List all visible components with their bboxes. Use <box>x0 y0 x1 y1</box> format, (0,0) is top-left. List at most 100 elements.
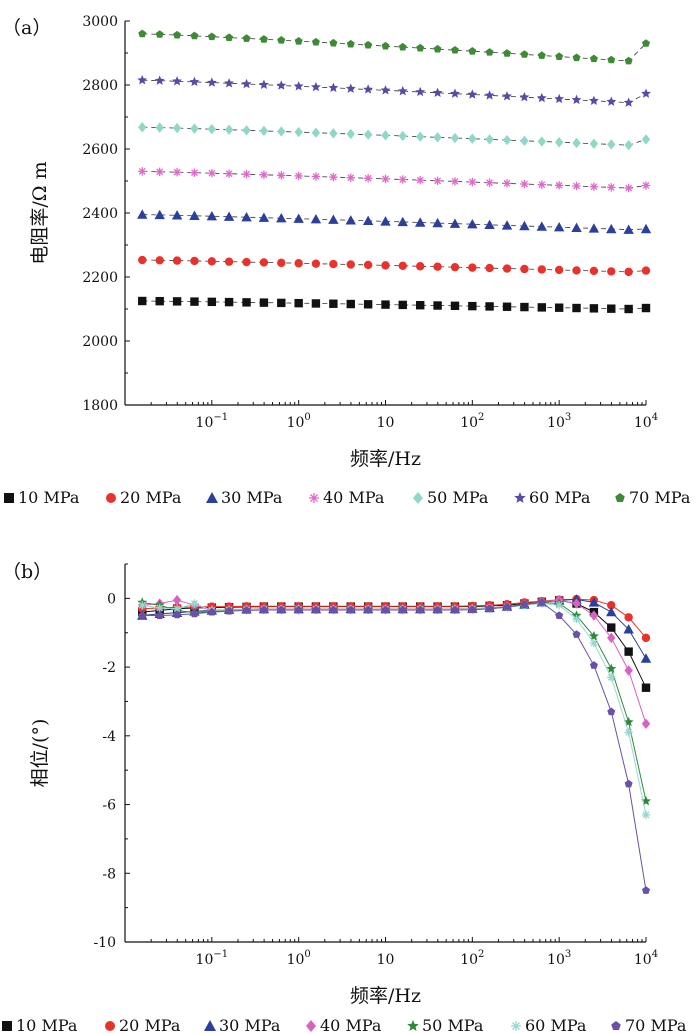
data-point <box>329 38 338 47</box>
data-point <box>606 96 617 106</box>
data-point <box>624 779 633 788</box>
data-point <box>190 599 199 608</box>
data-point <box>416 43 425 52</box>
data-point <box>155 611 164 619</box>
data-point <box>485 178 494 187</box>
data-point <box>381 41 390 50</box>
legend-marker <box>4 493 14 503</box>
data-point <box>607 623 616 632</box>
data-point <box>172 76 183 86</box>
data-point <box>398 605 407 614</box>
data-point <box>346 299 355 309</box>
data-point <box>606 223 617 234</box>
series-50-MPa <box>137 597 651 806</box>
series-line <box>142 300 647 310</box>
data-point <box>154 75 165 85</box>
data-point <box>520 135 529 147</box>
data-point <box>190 123 199 134</box>
legend-item: 20 MPa <box>106 488 182 507</box>
y-tick-label: 2200 <box>82 270 118 286</box>
asterisk-stroke <box>312 173 320 180</box>
series-line <box>142 599 647 724</box>
data-point <box>432 87 443 98</box>
data-point <box>554 601 564 610</box>
data-point <box>311 605 320 614</box>
data-point <box>641 633 651 643</box>
data-point <box>572 266 581 275</box>
y-tick-label: -10 <box>93 935 116 951</box>
x-tick-label: 104 <box>634 412 658 431</box>
x-axis-label-b: 频率/Hz <box>350 985 421 1007</box>
data-point <box>450 262 460 272</box>
x-tick-label: 10−1 <box>196 949 229 968</box>
data-point <box>572 598 581 609</box>
data-point <box>155 122 164 133</box>
data-point <box>329 172 338 182</box>
data-point <box>468 133 477 144</box>
data-point <box>138 167 147 176</box>
data-point <box>572 181 581 191</box>
data-point <box>171 210 183 220</box>
series-20-MPa <box>138 255 651 277</box>
asterisk-stroke <box>607 183 615 191</box>
asterisk-stroke <box>191 169 198 177</box>
data-point <box>485 604 494 613</box>
data-point <box>137 209 148 219</box>
series-40-MPa <box>138 167 651 193</box>
data-point <box>503 602 512 611</box>
data-point <box>607 673 616 682</box>
data-point <box>173 610 182 619</box>
data-point <box>606 663 617 674</box>
data-point <box>189 76 200 87</box>
asterisk-stroke <box>607 673 615 681</box>
legend-item: 10 MPa <box>4 488 80 507</box>
data-point <box>468 301 477 311</box>
x-tick-label: 103 <box>547 412 571 431</box>
data-point <box>467 219 478 229</box>
data-point <box>450 605 459 614</box>
legend-item: 40 MPa <box>309 488 385 507</box>
data-point <box>484 90 495 100</box>
data-point <box>588 597 600 607</box>
data-point <box>502 179 512 188</box>
data-point <box>640 653 652 663</box>
chart-a: （a） 1800 2000 2200 2400 2600 2800 3000 10−1 100 10… <box>2 14 691 507</box>
data-point <box>607 632 616 644</box>
data-point <box>450 177 460 186</box>
legend-item: 40 MPa <box>306 1016 382 1034</box>
data-point <box>468 605 477 614</box>
data-point <box>172 297 182 306</box>
data-point <box>416 605 425 614</box>
data-point <box>155 603 164 613</box>
asterisk-stroke <box>295 172 303 180</box>
data-point <box>172 594 182 606</box>
data-point <box>137 75 148 85</box>
series-line <box>142 33 647 62</box>
data-point <box>381 300 390 309</box>
legend-label: 50 MPa <box>422 1016 484 1034</box>
legend-item: 70 MPa <box>611 1016 687 1034</box>
legend-label: 50 MPa <box>427 488 489 507</box>
data-point <box>484 219 495 230</box>
data-point <box>380 216 391 226</box>
legend-label: 10 MPa <box>16 1016 78 1034</box>
asterisk-stroke <box>520 180 528 188</box>
legend-label: 10 MPa <box>18 488 80 507</box>
series-line <box>142 259 647 273</box>
y-axis-label-b: 相位/(°) <box>29 719 51 788</box>
data-point <box>207 123 217 135</box>
data-point <box>155 167 164 176</box>
data-point <box>589 266 599 276</box>
data-point <box>224 257 234 266</box>
y-tick-label: -6 <box>102 798 116 814</box>
legend-label: 20 MPa <box>119 1016 181 1034</box>
series-line <box>142 171 647 189</box>
data-point <box>225 33 234 41</box>
data-point <box>381 174 390 184</box>
data-point <box>242 34 251 42</box>
series-70-MPa <box>138 29 650 65</box>
legend-marker <box>413 492 423 504</box>
asterisk-stroke <box>191 600 198 607</box>
data-point <box>138 255 147 265</box>
data-point <box>588 630 599 641</box>
